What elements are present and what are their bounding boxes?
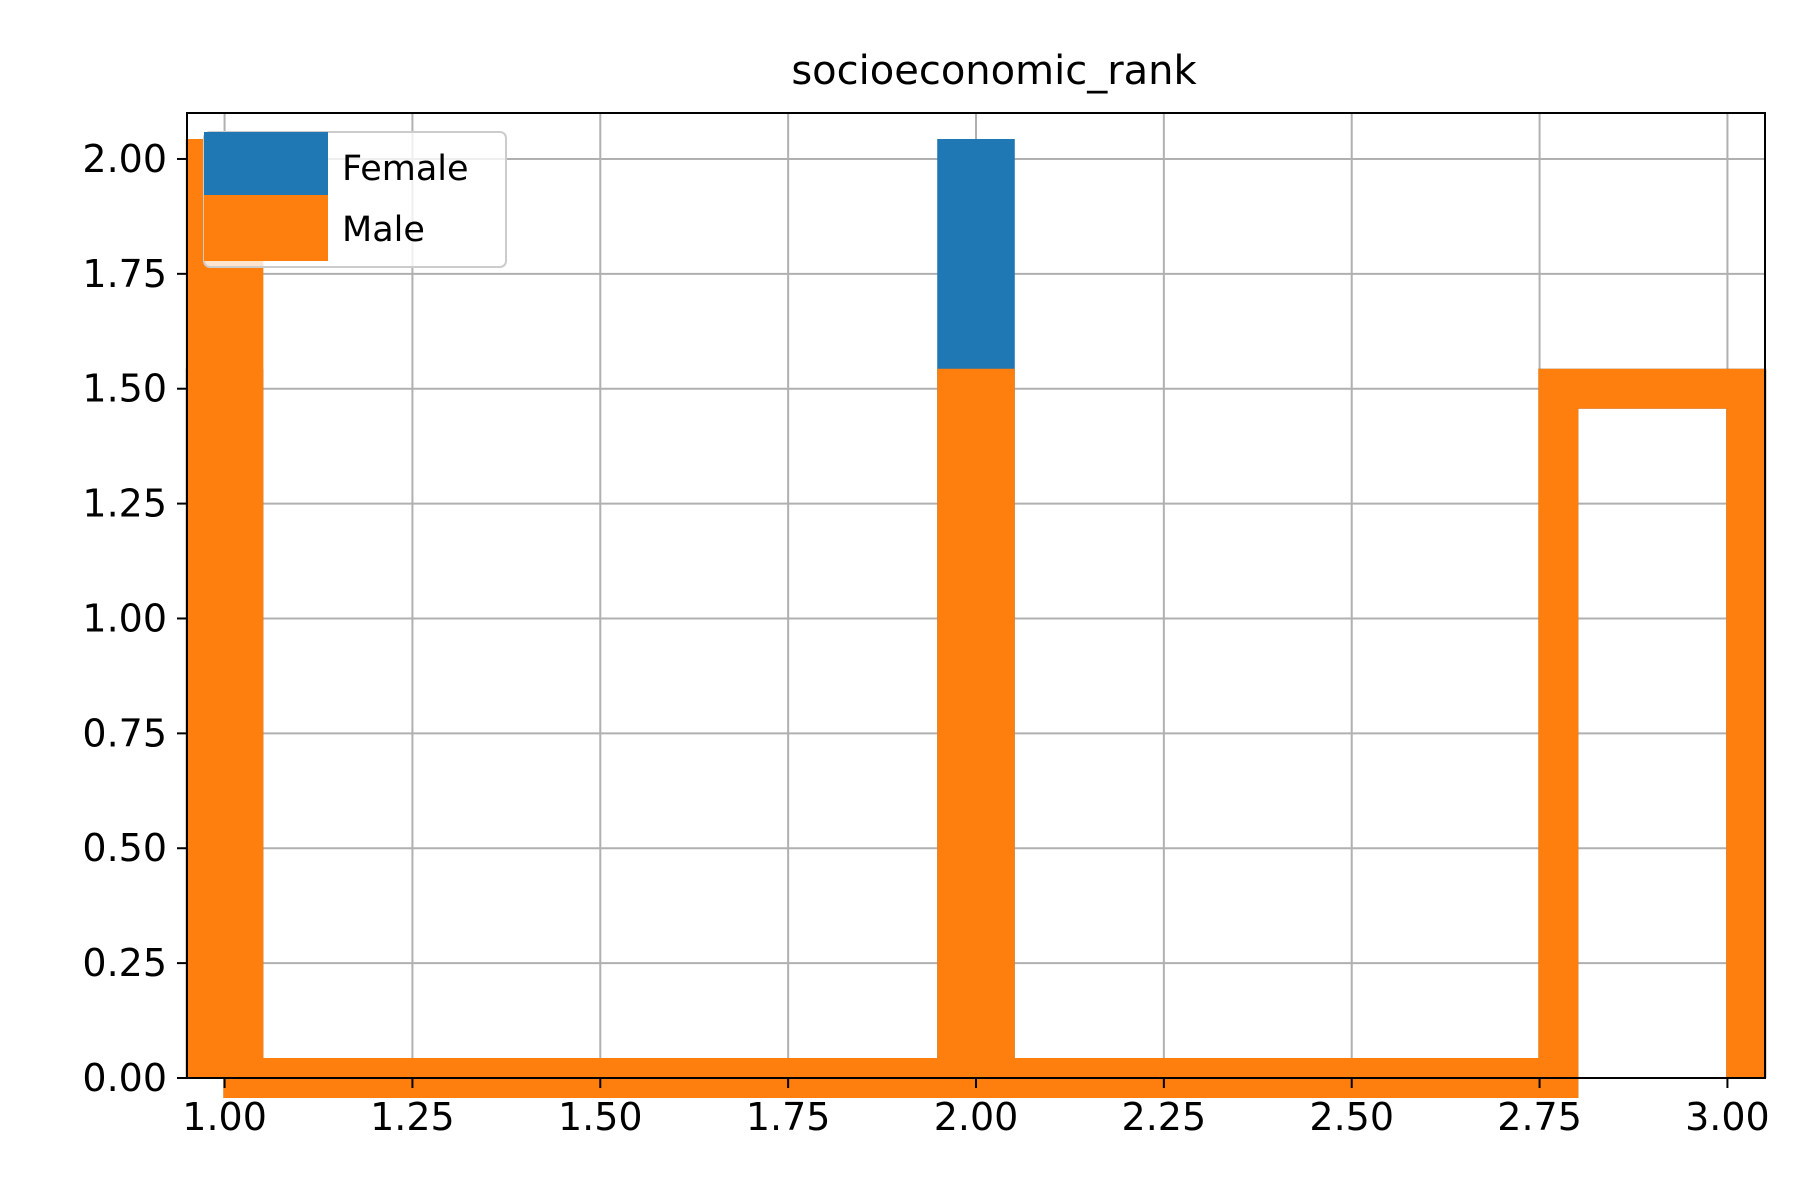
- y-tick-label: 0.50: [82, 826, 167, 870]
- x-tick-label: 1.00: [182, 1095, 267, 1139]
- legend-label-female: Female: [342, 149, 469, 189]
- y-tick-label: 1.50: [82, 367, 167, 411]
- x-tick-label: 1.25: [370, 1095, 455, 1139]
- y-tick-label: 1.00: [82, 596, 167, 640]
- y-tick-label: 0.25: [82, 941, 167, 985]
- x-tick-label: 1.75: [746, 1095, 831, 1139]
- x-tick-label: 2.00: [934, 1095, 1019, 1139]
- chart-title: socioeconomic_rank: [791, 48, 1197, 94]
- x-tick-label: 2.50: [1309, 1095, 1394, 1139]
- legend-label-male: Male: [342, 210, 425, 250]
- legend-swatch-male: [204, 195, 328, 261]
- y-tick-label: 1.75: [82, 252, 167, 296]
- x-axis: 1.00 1.25 1.50 1.75 2.00 2.25 2.50 2.75 3.00: [182, 1078, 1770, 1139]
- x-tick-label: 3.00: [1685, 1095, 1770, 1139]
- legend: Female Male: [203, 131, 507, 268]
- y-tick-label: 2.00: [82, 137, 167, 181]
- y-axis: 0.00 0.25 0.50 0.75 1.00 1.25 1.50 1.75 2.00: [82, 137, 187, 1100]
- y-tick-label: 1.25: [82, 482, 167, 526]
- x-tick-label: 1.50: [558, 1095, 643, 1139]
- y-tick-label: 0.00: [82, 1056, 167, 1100]
- x-tick-label: 2.25: [1122, 1095, 1207, 1139]
- y-tick-label: 0.75: [82, 711, 167, 755]
- x-tick-label: 2.75: [1497, 1095, 1582, 1139]
- legend-swatch-female: [204, 132, 328, 198]
